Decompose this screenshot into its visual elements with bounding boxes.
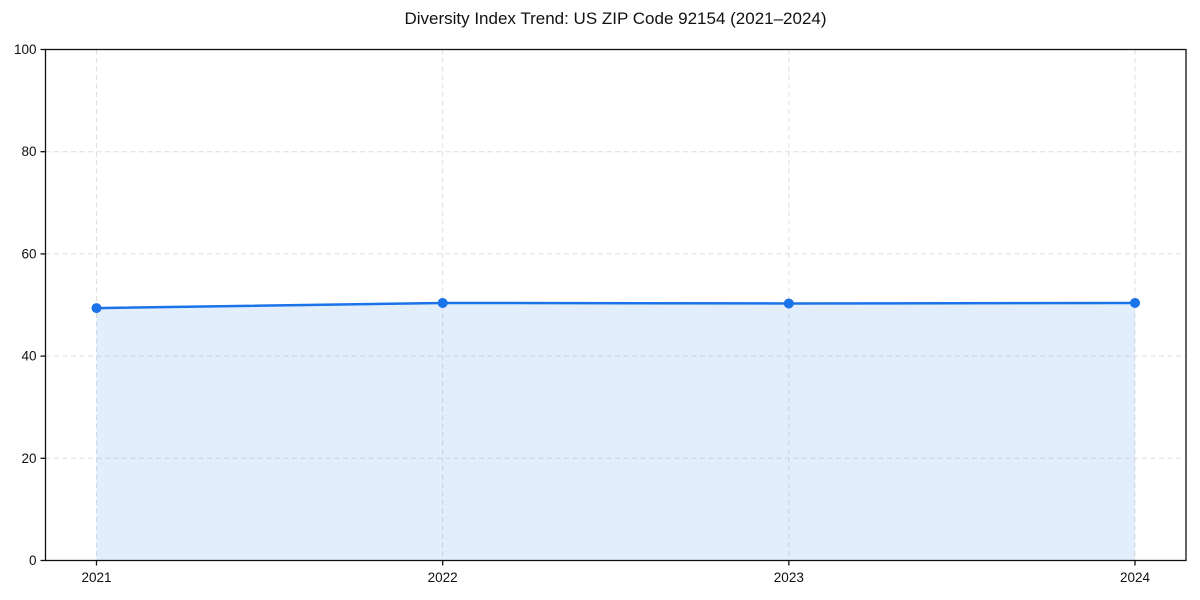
data-point xyxy=(783,298,794,309)
y-tick-label: 40 xyxy=(21,349,36,364)
y-tick-label: 60 xyxy=(21,246,36,261)
area-fill xyxy=(96,302,1135,561)
y-tick-label: 20 xyxy=(21,451,36,466)
data-point xyxy=(91,303,102,314)
chart-title: Diversity Index Trend: US ZIP Code 92154… xyxy=(404,9,827,28)
trend-line xyxy=(95,301,1137,310)
x-tick-label: 2023 xyxy=(774,570,804,585)
x-tick-label: 2022 xyxy=(428,570,458,585)
data-point xyxy=(1130,297,1140,308)
plot-border xyxy=(44,48,1187,562)
data-point xyxy=(437,297,448,308)
x-tick-label: 2021 xyxy=(81,570,111,585)
x-tick-label: 2024 xyxy=(1120,570,1151,585)
y-tick-label: 80 xyxy=(21,144,36,159)
y-tick-label: 0 xyxy=(29,553,37,568)
y-tick-label: 100 xyxy=(14,42,37,57)
